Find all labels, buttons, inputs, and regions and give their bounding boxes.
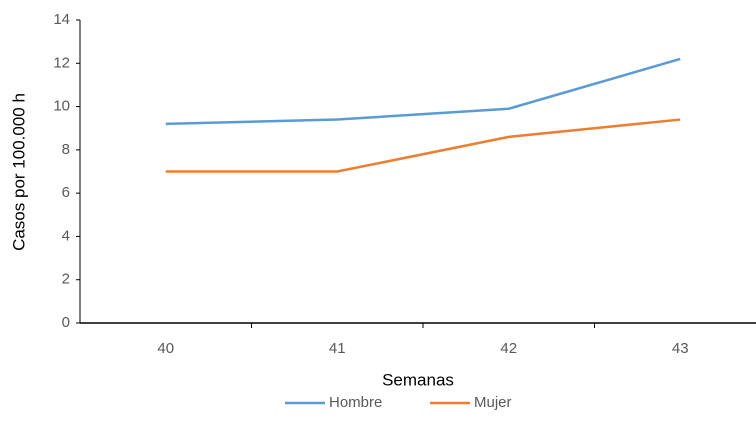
y-tick-label: 12 [53,54,70,71]
y-tick-label: 4 [62,227,70,244]
y-tick-label: 10 [53,98,70,115]
legend-label: Mujer [474,394,512,411]
x-tick-label: 40 [157,340,174,357]
y-tick-label: 8 [62,141,70,158]
y-tick-label: 6 [62,184,70,201]
x-tick-label: 42 [500,340,517,357]
y-tick-label: 2 [62,271,70,288]
y-tick-label: 0 [62,314,70,331]
x-axis-title: Semanas [382,370,454,389]
line-series [165,57,681,126]
legend-label: Hombre [329,394,382,411]
x-tick-label: 41 [329,340,346,357]
y-axis-title: Casos por 100.000 h [9,93,28,251]
line-series [165,118,681,173]
x-tick-label: 43 [672,340,689,357]
y-tick-label: 14 [53,11,70,28]
